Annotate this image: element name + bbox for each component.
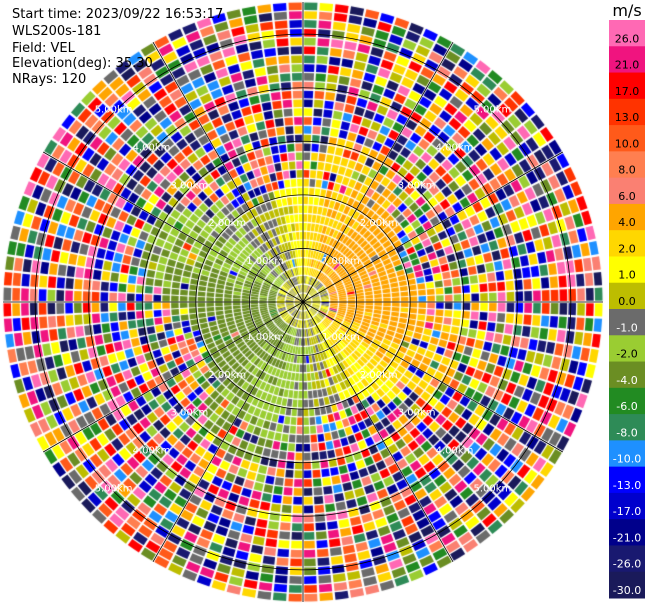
- colorbar-tick-label: 21.0: [615, 59, 640, 72]
- range-ring-label: 5.00km: [95, 105, 133, 116]
- colorbar-tick-label: 13.0: [615, 111, 640, 124]
- azimuth-spoke: [302, 41, 454, 303]
- colorbar-swatch: [609, 545, 645, 573]
- colorbar-tick-label: -6.0: [616, 400, 637, 413]
- colorbar-tick-label: -2.0: [616, 348, 637, 361]
- colorbar-swatch: [609, 282, 645, 310]
- colorbar-swatch: [609, 440, 645, 468]
- azimuth-spoke: [42, 151, 304, 303]
- colorbar-swatch: [609, 492, 645, 520]
- colorbar-swatch: [609, 72, 645, 100]
- range-ring-label: 2.00km: [208, 370, 246, 381]
- range-ring-label: 4.00km: [133, 446, 171, 457]
- colorbar-swatch: [609, 387, 645, 415]
- colorbar-unit: m/s: [612, 1, 641, 20]
- colorbar-swatch: [609, 46, 645, 74]
- colorbar-swatch: [609, 230, 645, 257]
- colorbar-tick-label: -10.0: [613, 453, 641, 466]
- range-ring-overlay: 1.00km 1.00km 1.00km 1.00km 2.00km 2.00km 2.00…: [3, 2, 603, 602]
- range-ring-label: 2.00km: [208, 218, 246, 229]
- colorbar-tick-label: 17.0: [615, 85, 640, 98]
- nrays-label: NRays: 120: [12, 72, 87, 87]
- colorbar-tick-label: -13.0: [613, 479, 641, 492]
- colorbar-swatch: [609, 177, 645, 205]
- colorbar-tick-label: 2.0: [618, 242, 636, 255]
- start-time-label: Start time: 2023/09/22 16:53:17: [12, 7, 224, 22]
- colorbar-tick-label: 1.0: [618, 269, 636, 282]
- colorbar: m/s 26.0 21.0 17.0 13.0 10.0 8.0 6.0 4.0 2.0 1.0 0.…: [609, 1, 645, 599]
- colorbar-tick-label: 8.0: [618, 164, 636, 177]
- colorbar-tick-label: -8.0: [616, 426, 637, 439]
- colorbar-tick-label: 0.0: [618, 295, 636, 308]
- range-ring-label: 5.00km: [473, 105, 511, 116]
- colorbar-swatch: [609, 256, 645, 284]
- colorbar-swatch: [609, 125, 645, 152]
- colorbar-swatch: [609, 20, 645, 47]
- azimuth-spoke: [302, 301, 564, 453]
- range-ring-label: 2.00km: [360, 370, 398, 381]
- colorbar-swatch: [609, 519, 645, 546]
- instrument-label: WLS200s-181: [12, 24, 102, 39]
- colorbar-tick-label: -26.0: [613, 558, 641, 571]
- range-ring-label: 4.00km: [436, 142, 474, 153]
- colorbar-swatch: [609, 203, 645, 231]
- range-ring-label: 5.00km: [95, 483, 133, 494]
- colorbar-swatch: [609, 361, 645, 389]
- colorbar-tick-label: 26.0: [615, 32, 640, 45]
- colorbar-swatch: [609, 98, 645, 126]
- colorbar-swatch: [609, 414, 645, 441]
- colorbar-swatch: [609, 466, 645, 494]
- colorbar-tick-label: -1.0: [616, 321, 637, 334]
- range-ring-label: 2.00km: [360, 218, 398, 229]
- range-ring-label: 3.00km: [170, 180, 208, 191]
- field-label: Field: VEL: [12, 41, 75, 56]
- azimuth-spoke: [302, 301, 454, 563]
- azimuth-spoke: [42, 301, 304, 453]
- range-ring-label: 3.00km: [398, 408, 436, 419]
- colorbar-swatch: [609, 309, 645, 336]
- azimuth-spoke: [302, 151, 564, 303]
- range-ring-label: 3.00km: [398, 180, 436, 191]
- azimuth-spoke: [152, 41, 304, 303]
- range-ring-label: 4.00km: [133, 142, 171, 153]
- colorbar-tick-label: 6.0: [618, 190, 636, 203]
- colorbar-tick-label: -30.0: [613, 584, 641, 597]
- range-ring-label: 1.00km: [246, 332, 284, 343]
- colorbar-swatch: [609, 335, 645, 363]
- colorbar-tick-label: -17.0: [613, 505, 641, 518]
- colorbar-swatch: [609, 151, 645, 179]
- range-ring-label: 4.00km: [436, 446, 474, 457]
- colorbar-swatch: [609, 571, 645, 599]
- colorbar-tick-label: -4.0: [616, 374, 637, 387]
- range-ring-label: 5.00km: [473, 483, 511, 494]
- colorbar-tick-label: -21.0: [613, 531, 641, 544]
- range-ring-label: 3.00km: [170, 408, 208, 419]
- range-ring-label: 1.00km: [246, 256, 284, 267]
- range-ring-label: 1.00km: [322, 332, 360, 343]
- colorbar-tick-label: 4.0: [618, 216, 636, 229]
- range-ring-label: 1.00km: [322, 256, 360, 267]
- azimuth-spoke: [152, 301, 304, 563]
- colorbar-tick-label: 10.0: [615, 137, 640, 150]
- elevation-label: Elevation(deg): 35.30: [12, 56, 153, 71]
